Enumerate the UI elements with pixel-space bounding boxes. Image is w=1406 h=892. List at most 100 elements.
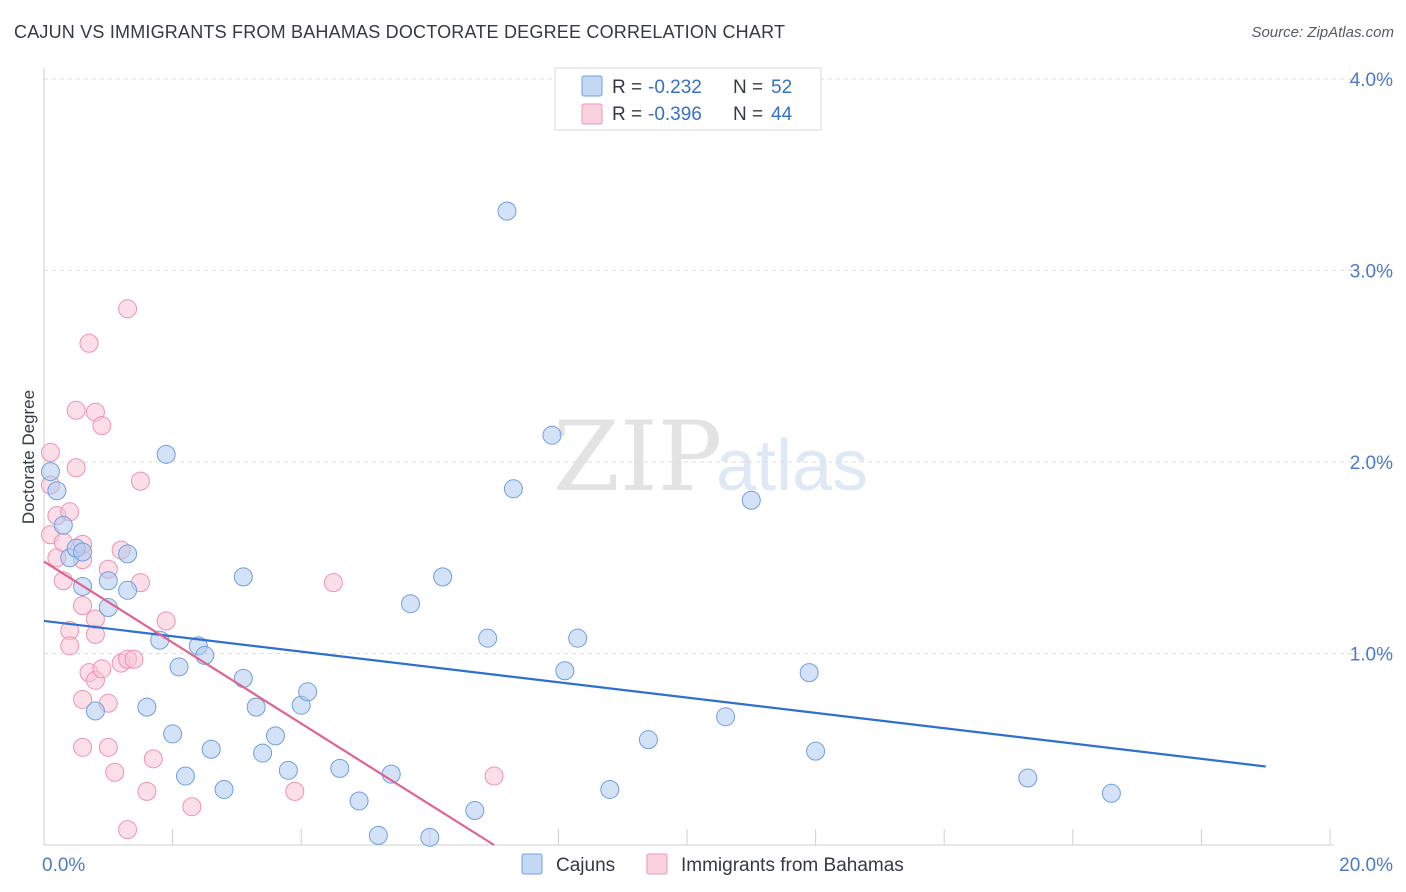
cajun-point — [330, 758, 350, 778]
bahamas-point — [92, 659, 112, 679]
cajun-point — [503, 479, 523, 499]
cajun-point — [716, 707, 736, 727]
cajun-point — [47, 481, 67, 501]
chart-title: CAJUN VS IMMIGRANTS FROM BAHAMAS DOCTORA… — [14, 22, 786, 42]
y-tick-label: 4.0% — [1350, 70, 1393, 91]
chart-source: Source: ZipAtlas.com — [1251, 24, 1394, 41]
cajun-point — [169, 657, 189, 677]
cajun-point — [85, 701, 105, 721]
bahamas-point — [182, 797, 202, 817]
cajun-point — [253, 743, 273, 763]
bahamas-point — [118, 820, 138, 840]
cajun-point — [741, 490, 761, 510]
cajuns-trend-line — [43, 619, 1266, 768]
series-bahamas-points — [40, 299, 504, 840]
cajun-point — [246, 697, 266, 717]
bahamas-point — [130, 471, 150, 491]
cajun-point — [53, 515, 73, 535]
bahamas-point — [137, 781, 157, 801]
cajun-point — [638, 730, 658, 750]
cajun-point — [118, 544, 138, 564]
cajun-point — [1101, 783, 1121, 803]
cajun-point — [433, 567, 453, 587]
cajun-point — [401, 594, 421, 614]
y-tick-labels: 1.0% 2.0% 3.0% 4.0% — [1350, 70, 1393, 666]
cajun-point — [497, 201, 517, 221]
cajun-point — [1018, 768, 1038, 788]
legend-swatch-cajuns — [581, 75, 603, 97]
y-tick-label: 3.0% — [1350, 262, 1393, 283]
bahamas-trend-line — [43, 560, 495, 846]
legend-n-value-2: 44 — [771, 104, 793, 125]
cajun-point — [73, 542, 93, 562]
bottom-legend-swatch-cajuns — [521, 853, 543, 875]
bahamas-point — [66, 400, 86, 420]
cajun-point — [163, 724, 183, 744]
trend-lines — [43, 560, 1266, 846]
bahamas-point — [143, 749, 163, 769]
watermark-atlas: atlas — [716, 426, 868, 506]
cajun-point — [298, 682, 318, 702]
bahamas-point — [73, 596, 93, 616]
legend-n-label-1: N = — [733, 77, 763, 98]
legend-box: R = -0.232 N = 52 R = -0.396 N = 44 — [554, 67, 822, 131]
x-tick-label-max: 20.0% — [1339, 855, 1393, 876]
cajun-point — [368, 825, 388, 845]
x-tick-marks — [43, 829, 1331, 845]
legend-r-label-1: R = — [612, 77, 642, 98]
watermark-zip: ZIP — [553, 401, 722, 513]
bottom-legend-label-cajuns: Cajuns — [556, 855, 615, 876]
bahamas-point — [40, 442, 60, 462]
bottom-legend: Cajuns Immigrants from Bahamas — [521, 853, 904, 876]
bahamas-point — [66, 458, 86, 478]
cajun-point — [568, 628, 588, 648]
cajun-point — [478, 628, 498, 648]
gridlines — [44, 78, 1390, 654]
cajun-point — [214, 779, 234, 799]
bahamas-point — [118, 299, 138, 319]
bahamas-point — [60, 636, 80, 656]
cajun-point — [118, 580, 138, 600]
cajun-point — [233, 567, 253, 587]
bahamas-point — [73, 689, 93, 709]
y-axis-label: Doctorate Degree — [19, 390, 38, 524]
cajun-point — [278, 760, 298, 780]
cajun-point — [265, 726, 285, 746]
bahamas-point — [323, 573, 343, 593]
bahamas-point — [98, 737, 118, 757]
legend-swatch-bahamas — [581, 103, 603, 125]
cajun-point — [806, 741, 826, 761]
legend-r-value-2: -0.396 — [648, 104, 702, 125]
y-tick-label: 1.0% — [1350, 645, 1393, 666]
cajun-point — [349, 791, 369, 811]
bahamas-point — [105, 762, 125, 782]
cajun-point — [465, 801, 485, 821]
legend-r-value-1: -0.232 — [648, 77, 702, 98]
bahamas-point — [79, 333, 99, 353]
bahamas-point — [124, 649, 144, 669]
bahamas-point — [73, 737, 93, 757]
cajun-point — [799, 663, 819, 683]
legend-n-label-2: N = — [733, 104, 763, 125]
y-tick-label: 2.0% — [1350, 453, 1393, 474]
bottom-legend-swatch-bahamas — [646, 853, 668, 875]
bahamas-point — [156, 611, 176, 631]
cajun-point — [156, 444, 176, 464]
cajun-point — [555, 661, 575, 681]
bahamas-point — [285, 781, 305, 801]
cajun-point — [600, 779, 620, 799]
legend-n-value-1: 52 — [771, 77, 792, 98]
cajun-point — [175, 766, 195, 786]
legend-r-label-2: R = — [612, 104, 642, 125]
cajun-point — [137, 697, 157, 717]
x-tick-label-min: 0.0% — [42, 855, 85, 876]
bahamas-point — [92, 416, 112, 436]
cajun-point — [233, 668, 253, 688]
bahamas-point — [484, 766, 504, 786]
series-cajuns-points — [40, 201, 1121, 847]
bottom-legend-label-bahamas: Immigrants from Bahamas — [681, 855, 904, 876]
cajun-point — [40, 462, 60, 482]
cajun-point — [201, 739, 221, 759]
cajun-point — [542, 425, 562, 445]
